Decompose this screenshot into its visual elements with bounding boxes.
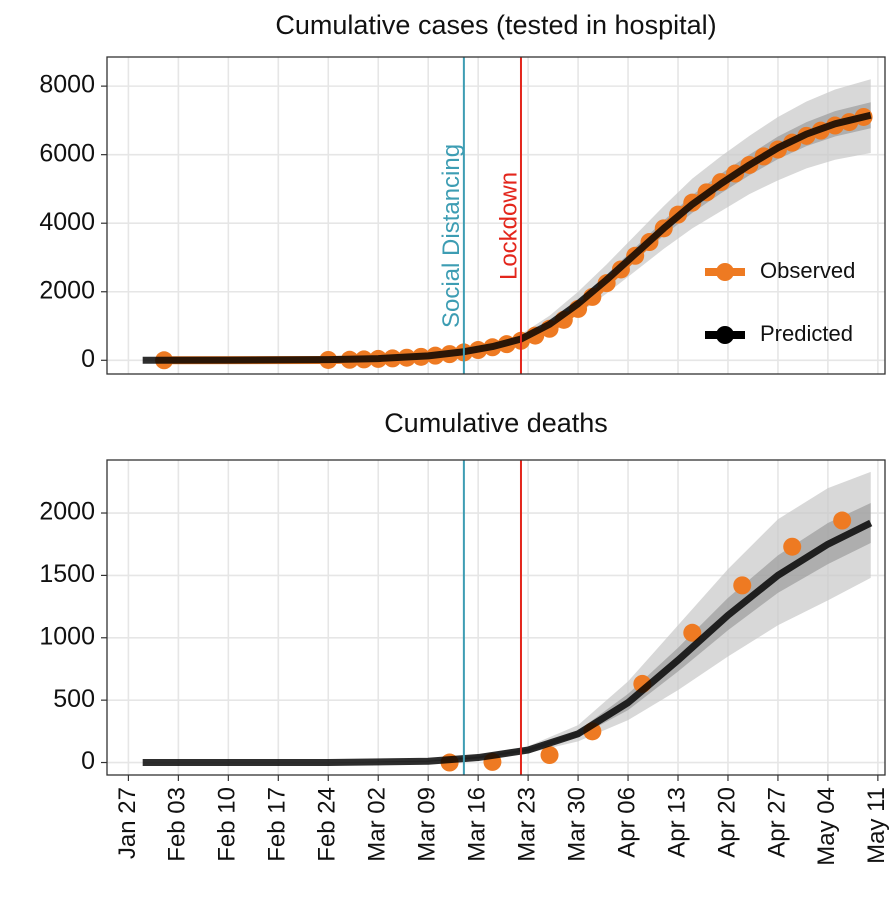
x-tick-label: Apr 06 bbox=[613, 787, 640, 858]
y-tick-label: 2000 bbox=[39, 276, 95, 304]
confidence-band bbox=[142, 79, 871, 361]
chart-title: Cumulative deaths bbox=[384, 408, 608, 438]
plot-layer bbox=[142, 471, 873, 772]
predicted-line bbox=[142, 519, 873, 767]
x-tick-label: Feb 24 bbox=[314, 787, 341, 862]
legend-swatch-point bbox=[716, 263, 734, 281]
y-tick-label: 1000 bbox=[39, 622, 95, 650]
predicted-line bbox=[142, 111, 872, 364]
x-tick-label: Apr 13 bbox=[663, 787, 690, 858]
x-tick-label: Mar 16 bbox=[463, 787, 490, 862]
y-tick-label: 8000 bbox=[39, 71, 95, 99]
plot-border bbox=[106, 459, 886, 776]
x-tick-label: May 11 bbox=[863, 787, 890, 864]
x-tick-label: Apr 27 bbox=[763, 787, 790, 858]
x-tick-label: Mar 23 bbox=[513, 787, 540, 862]
x-tick-label: Feb 10 bbox=[214, 787, 241, 862]
chart-title: Cumulative cases (tested in hospital) bbox=[275, 10, 716, 40]
plot-background bbox=[107, 57, 885, 374]
plot-border bbox=[106, 56, 886, 375]
legend-label: Predicted bbox=[760, 321, 853, 346]
confidence-band bbox=[142, 102, 871, 361]
y-tick-label: 0 bbox=[81, 345, 95, 373]
x-tick-label: Mar 30 bbox=[563, 787, 590, 862]
y-tick-label: 1500 bbox=[39, 560, 95, 588]
observed-point bbox=[733, 576, 752, 595]
x-tick-label: Jan 27 bbox=[114, 787, 141, 859]
y-tick-label: 500 bbox=[53, 685, 95, 713]
event-label: Social Distancing bbox=[438, 144, 465, 328]
observed-point bbox=[540, 746, 559, 765]
legend-swatch-point bbox=[716, 326, 734, 344]
y-tick-label: 4000 bbox=[39, 208, 95, 236]
x-tick-label: Mar 09 bbox=[414, 787, 441, 862]
event-label: Lockdown bbox=[495, 172, 522, 280]
y-tick-label: 0 bbox=[81, 747, 95, 775]
x-tick-label: Feb 17 bbox=[264, 787, 291, 862]
observed-point bbox=[683, 623, 702, 642]
x-tick-label: Mar 02 bbox=[364, 787, 391, 862]
observed-point bbox=[833, 511, 852, 530]
legend-label: Observed bbox=[760, 258, 855, 283]
x-tick-label: Apr 20 bbox=[713, 787, 740, 858]
plot-layer bbox=[142, 79, 873, 370]
x-tick-label: May 04 bbox=[813, 787, 840, 866]
x-tick-label: Feb 03 bbox=[164, 787, 191, 862]
y-tick-label: 6000 bbox=[39, 139, 95, 167]
observed-point bbox=[783, 537, 802, 556]
y-tick-label: 2000 bbox=[39, 498, 95, 526]
